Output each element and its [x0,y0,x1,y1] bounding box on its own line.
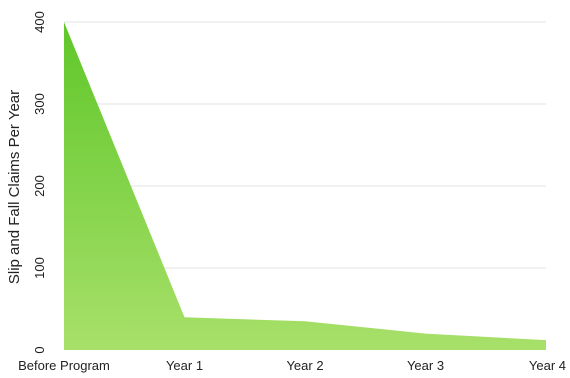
y-tick-label: 0 [32,346,47,353]
x-tick-label: Year 3 [407,358,444,373]
y-tick-label: 300 [32,93,47,115]
gridlines [64,21,546,269]
y-tick-label: 400 [32,11,47,33]
y-axis-ticks: 0 100 200 300 400 [32,11,47,353]
x-tick-label: Year 1 [166,358,203,373]
area-series [64,22,546,350]
x-tick-label: Before Program [18,358,110,373]
area-fill [64,22,546,350]
x-axis-ticks: Before Program Year 1 Year 2 Year 3 Year 4 [18,358,566,373]
x-tick-label: Year 4 [529,358,566,373]
y-axis-title: Slip and Fall Claims Per Year [6,90,23,284]
x-tick-label: Year 2 [286,358,323,373]
y-tick-label: 100 [32,257,47,279]
y-tick-label: 200 [32,175,47,197]
